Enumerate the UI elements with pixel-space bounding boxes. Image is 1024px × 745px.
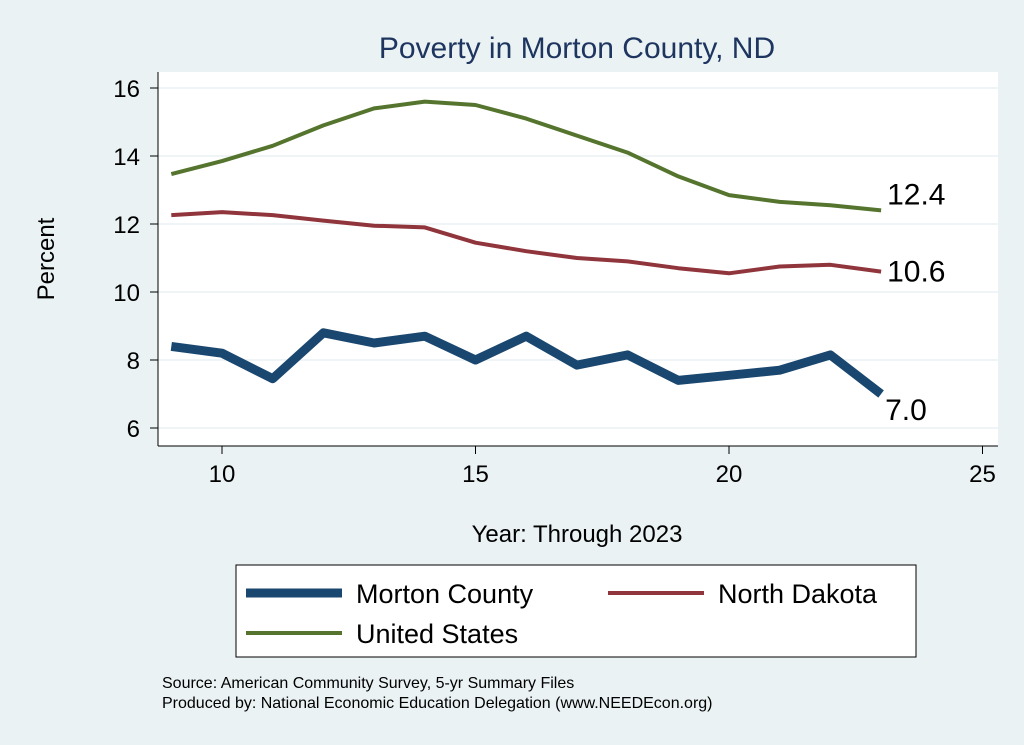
x-axis-label: Year: Through 2023 [472, 521, 683, 548]
series-line-north-dakota [171, 210, 882, 276]
source-note: Source: American Community Survey, 5-yr … [162, 675, 574, 692]
legend-label: North Dakota [718, 579, 878, 609]
end-label: 12.4 [887, 178, 945, 211]
y-tick-label: 8 [127, 348, 140, 375]
y-tick-label: 12 [113, 212, 140, 239]
y-tick-label: 6 [127, 416, 140, 443]
y-axis-label: Percent [33, 217, 60, 300]
series-line-morton-county [170, 328, 884, 398]
x-tick-label: 20 [716, 461, 743, 488]
legend [235, 564, 917, 658]
legend-label: Morton County [356, 579, 534, 609]
y-tick-label: 10 [113, 280, 140, 307]
legend-label: United States [356, 619, 518, 649]
y-tick-label: 14 [113, 144, 140, 171]
x-tick-label: 10 [209, 461, 236, 488]
x-tick-label: 15 [462, 461, 489, 488]
end-label: 10.6 [887, 256, 945, 289]
y-tick-label: 16 [113, 76, 140, 103]
end-label: 7.0 [885, 394, 927, 427]
chart-title: Poverty in Morton County, ND [379, 32, 775, 65]
produced-by-note: Produced by: National Economic Education… [162, 695, 713, 712]
x-tick-label: 25 [969, 461, 996, 488]
series-line-united-states [170, 99, 882, 213]
